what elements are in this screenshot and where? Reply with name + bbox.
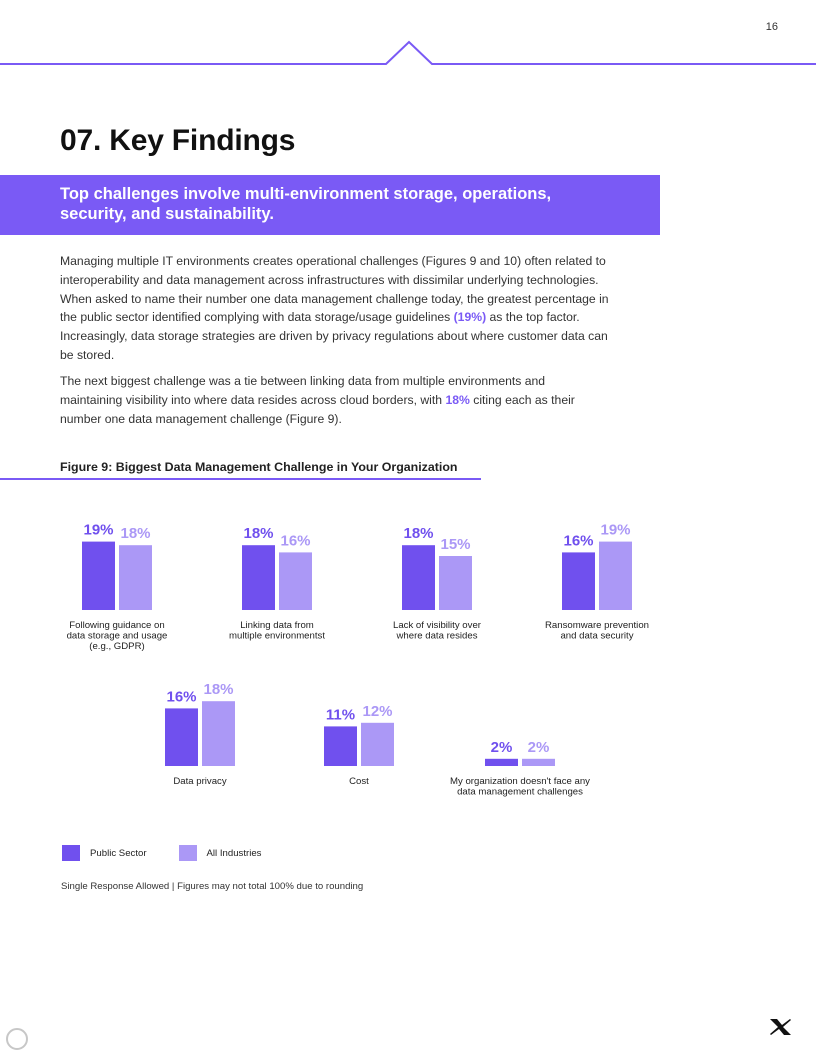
category-label-2-0: Lack of visibility over [393, 620, 482, 631]
category-label-2-1: where data resides [395, 631, 477, 642]
p1-text-b: as the top factor. Increasingly, data st… [60, 310, 608, 362]
data-label-all-industries-0: 18% [120, 525, 150, 542]
figure-title: Figure 9: Biggest Data Management Challe… [60, 460, 458, 474]
x-logo-icon [770, 1019, 791, 1035]
bar-all-industries-5 [361, 722, 394, 766]
data-label-public-sector-2: 18% [403, 525, 433, 542]
data-label-public-sector-5: 11% [326, 706, 355, 723]
data-label-all-industries-5: 12% [362, 703, 392, 720]
legend-item-public-sector: Public Sector [62, 845, 147, 861]
chart-legend: Public Sector All Industries [62, 845, 293, 861]
legend-swatch-all-industries [178, 845, 197, 861]
category-label-6-1: data management challenges [457, 787, 583, 798]
bar-all-industries-4 [202, 701, 235, 766]
data-label-public-sector-1: 18% [243, 525, 273, 542]
section-banner: Top challenges involve multi-environment… [0, 175, 660, 235]
watermark-icon [6, 1028, 32, 1050]
legend-label-all-industries: All Industries [206, 847, 262, 859]
bar-public-sector-5 [324, 726, 357, 766]
category-label-4-0: Data privacy [173, 776, 227, 787]
p1-highlight: (19%) [453, 310, 487, 325]
category-label-0-2: (e.g., GDPR) [89, 641, 144, 652]
p1-text-a: Managing multiple IT environments create… [60, 254, 609, 325]
page-number: 16 [765, 21, 778, 33]
page-title: 07. Key Findings [60, 124, 296, 157]
category-label-0-0: Following guidance on [69, 620, 164, 631]
bar-all-industries-6 [522, 758, 555, 766]
bar-all-industries-2 [439, 556, 472, 610]
bar-public-sector-3 [562, 552, 595, 610]
legend-label-public-sector: Public Sector [90, 847, 147, 859]
data-label-all-industries-2: 15% [440, 536, 470, 553]
banner-text: Top challenges involve multi-environment… [60, 185, 552, 223]
data-label-public-sector-0: 19% [83, 522, 113, 539]
legend-item-all-industries: All Industries [178, 845, 262, 861]
body-paragraph-2: The next biggest challenge was a tie bet… [60, 372, 610, 428]
category-label-3-1: and data security [560, 631, 633, 642]
bar-all-industries-1 [279, 552, 312, 610]
bar-all-industries-3 [599, 541, 632, 610]
bar-public-sector-0 [82, 541, 115, 610]
data-label-public-sector-4: 16% [166, 688, 196, 705]
category-label-6-0: My organization doesn't face any [450, 776, 590, 787]
data-label-public-sector-6: 2% [491, 739, 513, 756]
category-label-3-0: Ransomware prevention [545, 620, 649, 631]
data-label-all-industries-3: 19% [600, 522, 630, 539]
figure-footnote: Single Response Allowed | Figures may no… [61, 881, 364, 892]
category-label-1-0: Linking data from [240, 620, 314, 631]
p2-text-b: citing each as their number one data man… [60, 392, 575, 426]
bar-public-sector-4 [165, 708, 198, 766]
p2-text-a: The next biggest challenge was a tie bet… [60, 374, 546, 407]
data-label-all-industries-6: 2% [528, 739, 550, 756]
category-label-0-1: data storage and usage [67, 631, 168, 642]
bar-public-sector-1 [242, 545, 275, 610]
data-label-all-industries-1: 16% [280, 532, 310, 549]
watermark-circle-icon [6, 1028, 28, 1050]
category-label-5-0: Cost [349, 776, 369, 787]
header-divider [0, 40, 816, 65]
legend-swatch-public-sector [62, 845, 80, 861]
data-label-public-sector-3: 16% [563, 532, 593, 549]
p2-highlight: 18% [445, 392, 470, 407]
body-paragraph-1: Managing multiple IT environments create… [60, 252, 610, 365]
bar-public-sector-2 [402, 545, 435, 610]
figure-title-rule [0, 478, 481, 480]
category-label-1-1: multiple environmentst [229, 631, 325, 642]
bar-public-sector-6 [485, 758, 518, 766]
data-label-all-industries-4: 18% [203, 681, 233, 698]
bar-all-industries-0 [119, 545, 152, 610]
